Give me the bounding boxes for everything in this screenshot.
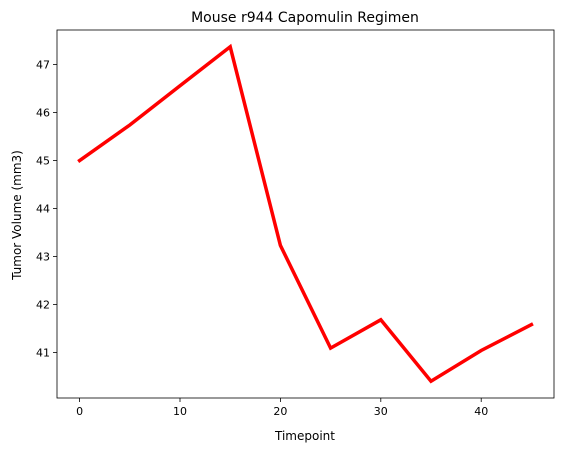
x-tick-label: 10: [173, 405, 187, 418]
y-tick-label: 43: [36, 250, 50, 263]
series-line-0: [77, 43, 534, 384]
y-axis-label: Tumor Volume (mm3): [10, 150, 24, 281]
x-tick-label: 0: [76, 405, 83, 418]
y-tick-label: 42: [36, 298, 50, 311]
y-tick-label: 47: [36, 59, 50, 72]
y-tick-label: 45: [36, 155, 50, 168]
chart-title: Mouse r944 Capomulin Regimen: [191, 10, 419, 26]
x-tick-label: 40: [474, 405, 488, 418]
plot-area: [77, 43, 534, 384]
x-axis-label: Timepoint: [274, 429, 335, 443]
y-tick-label: 44: [36, 202, 50, 215]
plot-frame: [56, 29, 555, 399]
y-tick-label: 41: [36, 346, 50, 359]
y-tick-label: 46: [36, 107, 50, 120]
y-axis: 41 42 43 44 45 46 47: [36, 59, 57, 359]
x-tick-label: 30: [374, 405, 388, 418]
x-tick-label: 20: [273, 405, 287, 418]
x-axis: 0 10 20 30 40: [76, 398, 488, 418]
